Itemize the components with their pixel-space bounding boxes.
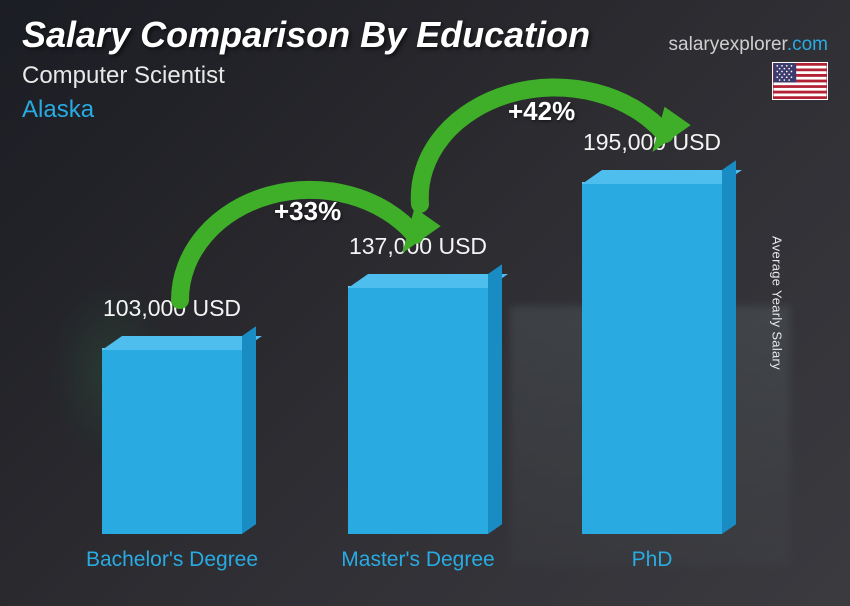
- increase-arc-1: [380, 44, 710, 214]
- content-layer: Salary Comparison By Education Computer …: [0, 0, 850, 606]
- bar-body: [582, 182, 722, 534]
- bar-label: Bachelor's Degree: [72, 548, 272, 572]
- bar-body: [102, 348, 242, 534]
- bar-body: [348, 286, 488, 534]
- bar-1: 137,000 USDMaster's Degree: [348, 286, 488, 534]
- bar-chart: 103,000 USDBachelor's Degree 137,000 USDM…: [0, 0, 850, 606]
- bar-0: 103,000 USDBachelor's Degree: [102, 348, 242, 534]
- bar-label: Master's Degree: [318, 548, 518, 572]
- bar-label: PhD: [552, 548, 752, 572]
- bar-2: 195,000 USDPhD: [582, 182, 722, 534]
